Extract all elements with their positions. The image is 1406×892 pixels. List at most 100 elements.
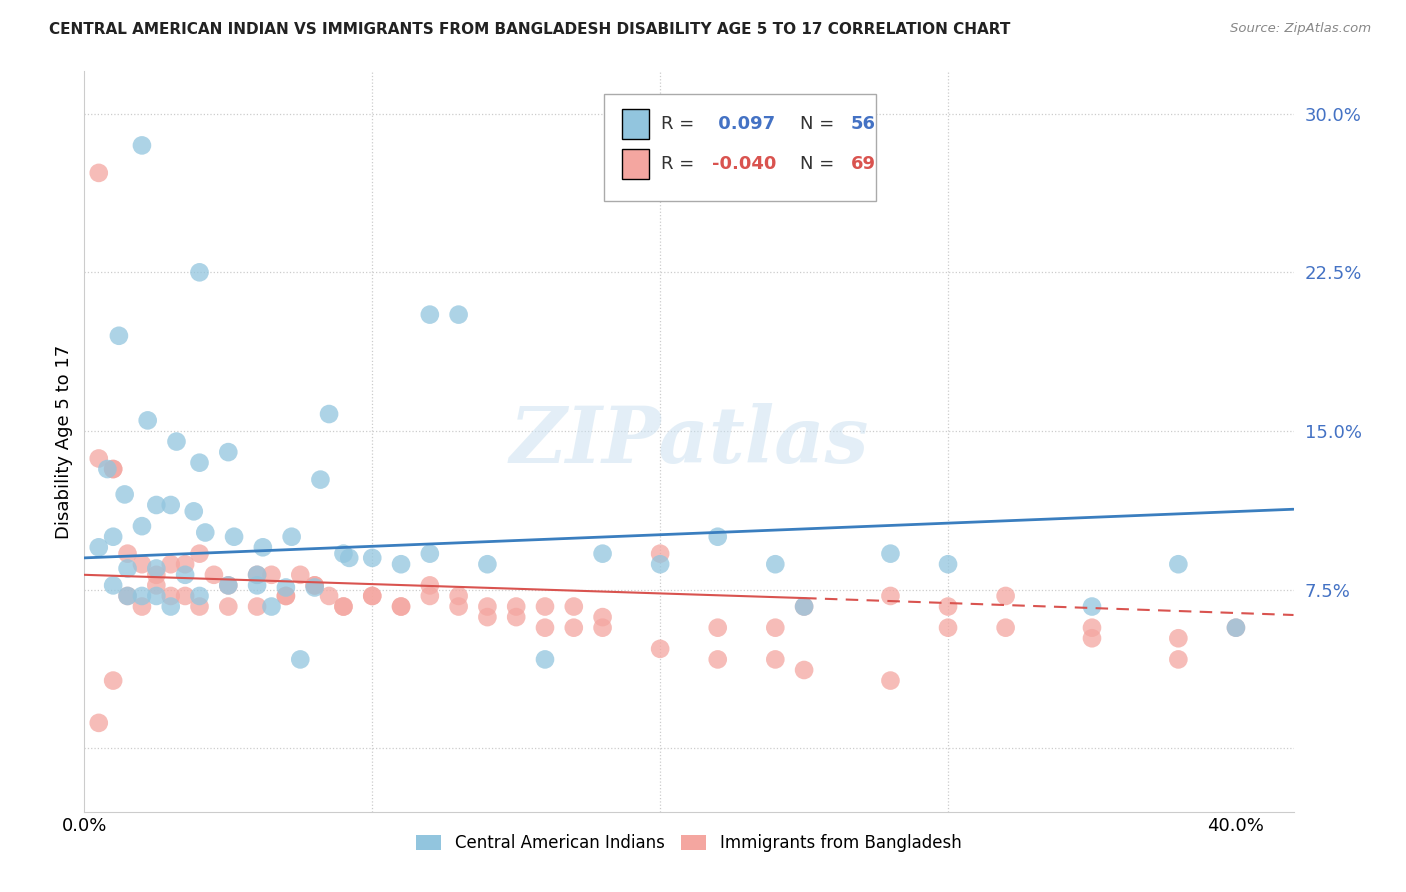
Point xyxy=(1225,621,1247,635)
Point xyxy=(1167,632,1189,646)
Point xyxy=(246,599,269,614)
Legend: Central American Indians, Immigrants from Bangladesh: Central American Indians, Immigrants fro… xyxy=(409,828,969,859)
Point xyxy=(217,599,239,614)
Point xyxy=(447,599,470,614)
Point xyxy=(131,558,153,572)
Point xyxy=(101,578,124,592)
Point xyxy=(131,138,153,153)
Point xyxy=(217,578,239,592)
Point xyxy=(159,498,181,512)
Point xyxy=(534,599,557,614)
Point xyxy=(706,652,728,666)
Point xyxy=(361,589,384,603)
Point xyxy=(159,599,181,614)
Point xyxy=(260,567,283,582)
Point xyxy=(936,621,959,635)
Point xyxy=(174,567,197,582)
Point xyxy=(650,547,672,561)
Point xyxy=(188,265,211,279)
Point xyxy=(419,308,441,322)
Point xyxy=(136,413,159,427)
Point xyxy=(361,550,384,565)
Point xyxy=(994,589,1017,603)
Text: R =: R = xyxy=(661,115,700,133)
Point xyxy=(763,558,786,572)
Point xyxy=(159,589,181,603)
Point xyxy=(1167,558,1189,572)
Point xyxy=(562,621,585,635)
Point xyxy=(174,558,197,572)
Point xyxy=(936,558,959,572)
Point xyxy=(202,567,225,582)
Point xyxy=(562,599,585,614)
Point xyxy=(592,547,614,561)
Point xyxy=(1081,599,1104,614)
Point xyxy=(114,487,136,501)
FancyBboxPatch shape xyxy=(623,149,650,178)
Point xyxy=(274,581,297,595)
Point xyxy=(318,407,340,421)
Text: N =: N = xyxy=(800,155,841,173)
Point xyxy=(188,599,211,614)
Point xyxy=(879,589,901,603)
Point xyxy=(246,567,269,582)
Point xyxy=(101,673,124,688)
Point xyxy=(763,621,786,635)
Point xyxy=(389,599,412,614)
Point xyxy=(879,673,901,688)
Text: -0.040: -0.040 xyxy=(711,155,776,173)
Point xyxy=(246,567,269,582)
FancyBboxPatch shape xyxy=(623,109,650,139)
Point xyxy=(87,451,110,466)
Point xyxy=(309,473,332,487)
Point xyxy=(166,434,188,449)
Point xyxy=(706,621,728,635)
Point xyxy=(87,166,110,180)
Point xyxy=(1081,621,1104,635)
Point xyxy=(304,578,326,592)
Point xyxy=(174,589,197,603)
Text: ZIPatlas: ZIPatlas xyxy=(509,403,869,480)
Point xyxy=(879,547,901,561)
Point xyxy=(290,652,312,666)
Point xyxy=(274,589,297,603)
Point xyxy=(101,530,124,544)
Point xyxy=(222,530,245,544)
Point xyxy=(419,578,441,592)
Point xyxy=(650,641,672,656)
Point xyxy=(101,462,124,476)
Point xyxy=(188,456,211,470)
Point xyxy=(332,599,354,614)
Text: 69: 69 xyxy=(851,155,876,173)
Point xyxy=(188,547,211,561)
Point xyxy=(260,599,283,614)
Point xyxy=(534,621,557,635)
Point xyxy=(592,621,614,635)
Text: 56: 56 xyxy=(851,115,876,133)
Text: CENTRAL AMERICAN INDIAN VS IMMIGRANTS FROM BANGLADESH DISABILITY AGE 5 TO 17 COR: CENTRAL AMERICAN INDIAN VS IMMIGRANTS FR… xyxy=(49,22,1011,37)
Point xyxy=(361,589,384,603)
Point xyxy=(108,328,131,343)
Text: N =: N = xyxy=(800,115,841,133)
Y-axis label: Disability Age 5 to 17: Disability Age 5 to 17 xyxy=(55,344,73,539)
Point xyxy=(936,599,959,614)
Point xyxy=(188,589,211,603)
Point xyxy=(252,541,274,555)
Point xyxy=(332,599,354,614)
Point xyxy=(447,589,470,603)
Point xyxy=(994,621,1017,635)
Point xyxy=(96,462,118,476)
Point xyxy=(131,589,153,603)
Point xyxy=(592,610,614,624)
Point xyxy=(389,599,412,614)
Point xyxy=(145,561,167,575)
Point xyxy=(1225,621,1247,635)
Point xyxy=(332,547,354,561)
Point xyxy=(145,578,167,592)
Point xyxy=(505,599,527,614)
Point xyxy=(117,547,139,561)
Point xyxy=(101,462,124,476)
Point xyxy=(763,652,786,666)
Point xyxy=(477,610,499,624)
Text: Source: ZipAtlas.com: Source: ZipAtlas.com xyxy=(1230,22,1371,36)
